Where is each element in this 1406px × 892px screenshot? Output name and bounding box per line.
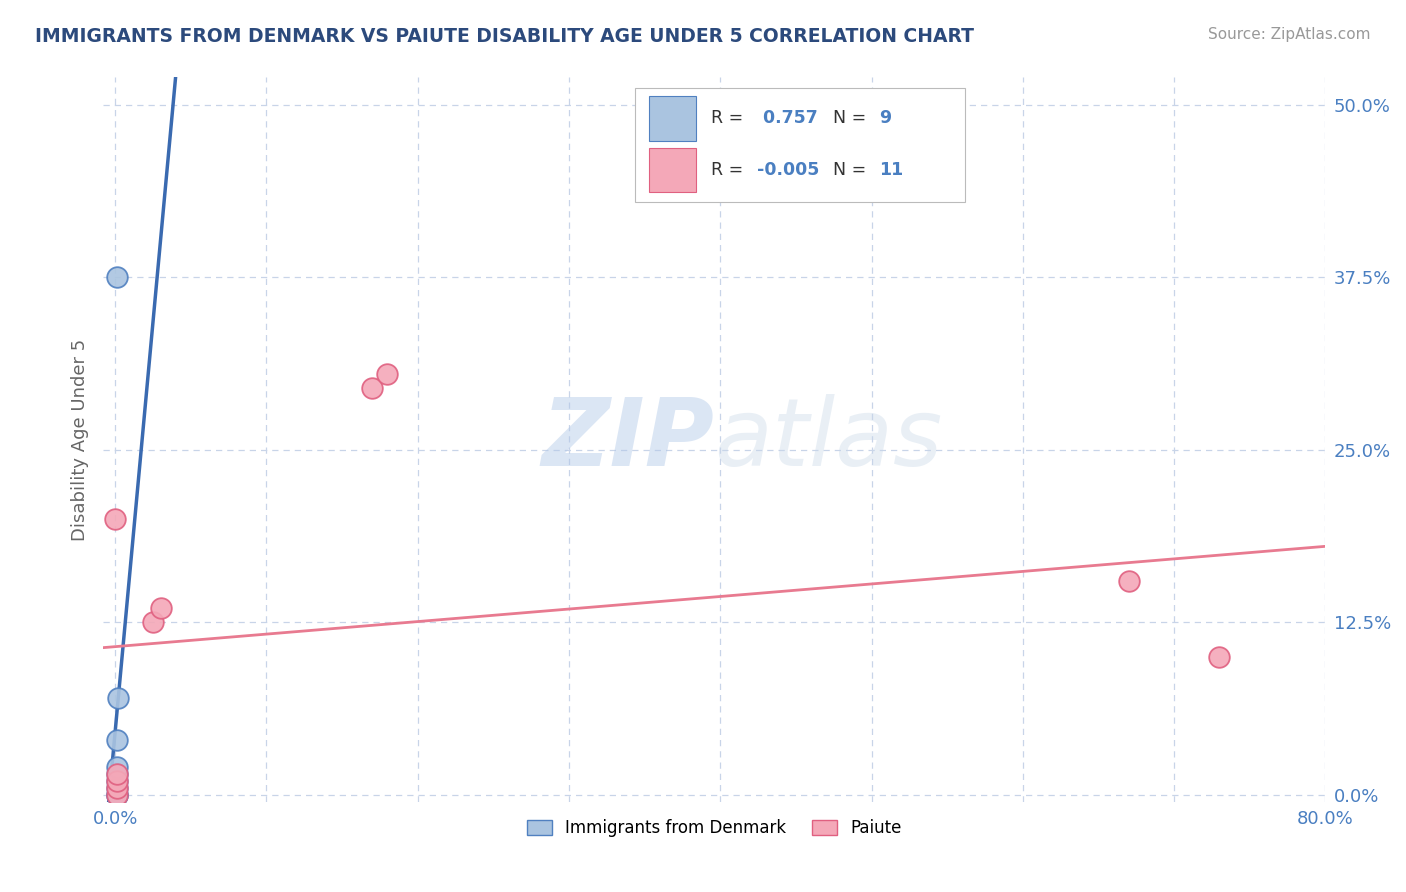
FancyBboxPatch shape [650, 147, 696, 193]
Text: Source: ZipAtlas.com: Source: ZipAtlas.com [1208, 27, 1371, 42]
Point [105, 788, 128, 802]
Text: R =: R = [710, 110, 748, 128]
Point [105, 788, 128, 802]
Point [105, 780, 128, 795]
Text: 0.757: 0.757 [756, 110, 818, 128]
Point [104, 512, 127, 526]
Text: atlas: atlas [714, 394, 942, 485]
Point [1118, 574, 1140, 588]
Text: N =: N = [832, 161, 872, 179]
Y-axis label: Disability Age Under 5: Disability Age Under 5 [72, 338, 89, 541]
Point [142, 615, 165, 630]
FancyBboxPatch shape [634, 87, 965, 202]
Point [105, 773, 128, 788]
Point [105, 732, 128, 747]
Text: -0.005: -0.005 [756, 161, 820, 179]
Point [105, 270, 128, 285]
Point [107, 691, 129, 706]
Text: R =: R = [710, 161, 748, 179]
Text: IMMIGRANTS FROM DENMARK VS PAIUTE DISABILITY AGE UNDER 5 CORRELATION CHART: IMMIGRANTS FROM DENMARK VS PAIUTE DISABI… [35, 27, 974, 45]
Text: N =: N = [832, 110, 872, 128]
Text: 9: 9 [879, 110, 891, 128]
Point [105, 780, 128, 795]
FancyBboxPatch shape [650, 96, 696, 141]
Legend: Immigrants from Denmark, Paiute: Immigrants from Denmark, Paiute [520, 813, 908, 844]
Point [361, 381, 384, 395]
Point [105, 788, 128, 802]
Point [105, 760, 128, 774]
Text: ZIP: ZIP [541, 393, 714, 485]
Point [149, 601, 172, 615]
Point [377, 367, 399, 381]
Point [105, 767, 128, 781]
Point [105, 773, 128, 788]
Point [1208, 649, 1230, 664]
Text: 11: 11 [879, 161, 904, 179]
Point [105, 767, 128, 781]
